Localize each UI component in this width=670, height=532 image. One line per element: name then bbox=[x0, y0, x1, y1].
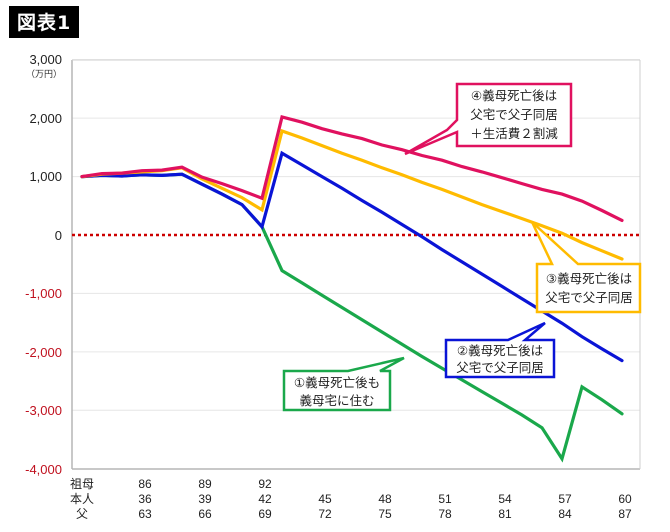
callout-2-line2: 父宅で父子同居 bbox=[456, 360, 544, 375]
callout-4-line3: ＋生活費２割減 bbox=[470, 126, 558, 141]
row-label-self: 本人 bbox=[70, 492, 94, 506]
callout-3: ③義母死亡後は 父宅で父子同居 bbox=[530, 221, 642, 314]
x-tick-label: 87 bbox=[618, 507, 632, 521]
x-axis-row-labels: 祖母 本人 父 bbox=[70, 476, 94, 521]
x-tick-label: 39 bbox=[198, 492, 212, 506]
callout-2-line1: ②義母死亡後は bbox=[457, 343, 543, 358]
callout-1: ①義母死亡後も 義母宅に住む bbox=[282, 356, 405, 412]
callout-1-line2: 義母宅に住む bbox=[299, 393, 374, 408]
y-unit-label: （万円） bbox=[26, 69, 62, 80]
x-tick-label: 51 bbox=[438, 492, 452, 506]
x-tick-label: 42 bbox=[258, 492, 272, 506]
series-line-4 bbox=[80, 115, 624, 222]
series-line-1 bbox=[80, 172, 624, 463]
y-label-3000: 3,000 bbox=[29, 52, 62, 67]
x-tick-label: 78 bbox=[438, 507, 452, 521]
x-tick-label: 63 bbox=[138, 507, 152, 521]
x-tick-label: 48 bbox=[378, 492, 392, 506]
x-tick-label: 57 bbox=[558, 492, 572, 506]
x-axis-tick-labels: 86 89 92 36 39 42 45 48 51 54 57 60 63 66 69 72 75 78 81 84… bbox=[138, 477, 632, 521]
x-tick-label: 75 bbox=[378, 507, 392, 521]
x-tick-label: 66 bbox=[198, 507, 212, 521]
x-tick-label: 60 bbox=[618, 492, 632, 506]
y-label-minus-2000: -2,000 bbox=[25, 345, 62, 360]
callout-2: ②義母死亡後は 父宅で父子同居 bbox=[444, 321, 556, 379]
x-tick-label: 81 bbox=[498, 507, 512, 521]
x-tick-label: 54 bbox=[498, 492, 512, 506]
x-tick-label: 86 bbox=[138, 477, 152, 491]
x-tick-label: 72 bbox=[318, 507, 332, 521]
y-label-2000: 2,000 bbox=[29, 111, 62, 126]
y-label-minus-4000: -4,000 bbox=[25, 462, 62, 477]
y-label-1000: 1,000 bbox=[29, 169, 62, 184]
callout-4-line1: ④義母死亡後は bbox=[471, 88, 557, 103]
y-axis-labels: 3,000 （万円） 2,000 1,000 0 -1,000 -2,000 -… bbox=[25, 52, 62, 477]
callout-4-line2: 父宅で父子同居 bbox=[470, 107, 558, 122]
row-label-father: 父 bbox=[76, 507, 88, 521]
x-tick-label: 89 bbox=[198, 477, 212, 491]
x-tick-label: 69 bbox=[258, 507, 272, 521]
callout-3-line1: ③義母死亡後は bbox=[546, 271, 632, 286]
y-label-minus-1000: -1,000 bbox=[25, 286, 62, 301]
callout-4: ④義母死亡後は 父宅で父子同居 ＋生活費２割減 bbox=[404, 82, 573, 156]
y-label-0: 0 bbox=[55, 228, 62, 243]
x-tick-label: 92 bbox=[258, 477, 272, 491]
figure-label: 図表1 bbox=[9, 6, 80, 38]
callout-3-line2: 父宅で父子同居 bbox=[545, 290, 633, 305]
x-tick-label: 45 bbox=[318, 492, 332, 506]
y-label-minus-3000: -3,000 bbox=[25, 403, 62, 418]
x-tick-label: 36 bbox=[138, 492, 152, 506]
x-tick-label: 84 bbox=[558, 507, 572, 521]
callout-1-line1: ①義母死亡後も bbox=[294, 375, 380, 390]
series-line-2 bbox=[80, 150, 624, 363]
row-label-grandmother: 祖母 bbox=[70, 476, 94, 491]
